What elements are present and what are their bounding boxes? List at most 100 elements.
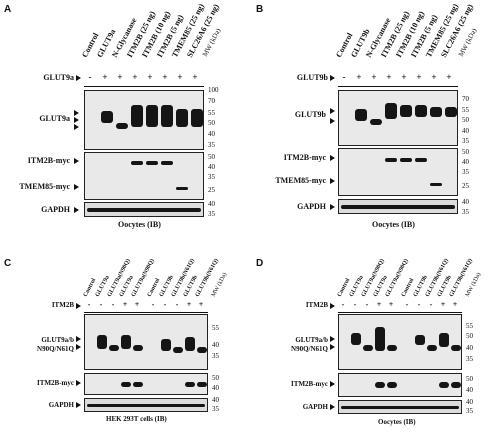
row-label: GLUT9a [39, 114, 70, 123]
blot-gapdh [84, 202, 204, 217]
band [375, 382, 385, 388]
mw-marker: 35 [212, 352, 219, 360]
band [97, 335, 107, 349]
mw-marker: 50 [212, 374, 219, 382]
treatment-sign: + [132, 72, 138, 82]
mw-marker: 40 [208, 200, 215, 208]
mw-marker: 55 [208, 109, 215, 117]
treatment-sign: + [416, 72, 422, 82]
band-arrow [74, 207, 79, 213]
treatment-sign: - [353, 300, 357, 309]
panel-a: A Control GLUT9a N-Glycanase ITM2B (25 n… [0, 0, 250, 230]
blot-itm2b-tmem85 [84, 152, 204, 200]
mw-marker: 35 [208, 141, 215, 149]
treatment-sign: + [388, 300, 394, 309]
band [430, 183, 442, 186]
mw-marker: 40 [466, 344, 473, 352]
band [161, 105, 173, 127]
mw-marker: 40 [462, 158, 469, 166]
row-label: ITM2B-myc [37, 379, 74, 387]
treatment-sign: + [186, 300, 192, 309]
treatment-sign: - [405, 300, 409, 309]
band-arrow [76, 402, 81, 408]
treatment-sign: - [88, 72, 92, 82]
mw-marker: 50 [208, 119, 215, 127]
band [161, 161, 173, 165]
treatment-sign: + [371, 72, 377, 82]
treatment-arrow [76, 75, 81, 81]
band [439, 382, 449, 388]
band [445, 107, 457, 117]
mw-marker: 40 [212, 396, 219, 404]
treatment-sign: + [401, 72, 407, 82]
band [415, 335, 425, 345]
band [197, 347, 207, 353]
band-arrow [74, 124, 79, 130]
mw-marker: 40 [466, 398, 473, 406]
mw-marker: 35 [462, 137, 469, 145]
blot-caption: HEK 293T cells (IB) [106, 415, 167, 423]
panel-label-d: D [256, 258, 264, 269]
treatment-sign: + [356, 72, 362, 82]
treatment-sign: + [102, 72, 108, 82]
blot-itm2b [338, 373, 462, 397]
mw-marker: 40 [466, 386, 473, 394]
treatment-sign: + [452, 300, 458, 309]
band [101, 111, 113, 123]
mw-marker: 50 [462, 148, 469, 156]
mw-marker: 35 [466, 355, 473, 363]
row-label: N90Q/N61Q [37, 345, 74, 353]
row-label: GAPDH [41, 205, 70, 214]
blot-gapdh [338, 400, 462, 414]
blot-itm2b-tmem85 [338, 148, 458, 196]
treatment-sign: - [429, 300, 433, 309]
band [385, 158, 397, 162]
band [161, 339, 171, 351]
band-arrow [330, 118, 335, 124]
band [375, 327, 385, 351]
mw-marker: 40 [212, 384, 219, 392]
mw-marker: 40 [462, 127, 469, 135]
treatment-sign: + [192, 72, 198, 82]
band [87, 208, 201, 212]
band-arrow [330, 336, 335, 342]
treatment-label: ITM2B [305, 301, 328, 309]
band-arrow [74, 158, 79, 164]
mw-marker: 35 [466, 407, 473, 415]
treatment-sign: - [365, 300, 369, 309]
treatment-sign: + [177, 72, 183, 82]
blot-caption: Oocytes (IB) [118, 220, 161, 229]
blot-gapdh [84, 398, 208, 412]
mw-marker: 70 [208, 97, 215, 105]
mw-marker: 25 [208, 186, 215, 194]
band [185, 382, 195, 387]
band [451, 345, 461, 351]
treatment-sign: - [99, 300, 103, 309]
row-label: GAPDH [48, 401, 74, 409]
treatment-sign: - [151, 300, 155, 309]
treatment-sign: + [446, 72, 452, 82]
treatment-sign: + [147, 72, 153, 82]
divider [84, 86, 204, 87]
band-arrow [330, 381, 335, 387]
band [191, 109, 203, 127]
mw-marker: 35 [208, 210, 215, 218]
blot-glut9ab [84, 314, 208, 370]
band [385, 103, 397, 119]
treatment-sign: - [341, 300, 345, 309]
row-label: N90Q/N61Q [291, 345, 328, 353]
treatment-sign: + [376, 300, 382, 309]
band-arrow [330, 155, 335, 161]
treatment-sign: + [122, 300, 128, 309]
treatment-sign: - [417, 300, 421, 309]
mw-marker: 50 [208, 153, 215, 161]
band-arrow [330, 178, 335, 184]
band [341, 406, 459, 409]
treatment-sign: - [342, 72, 346, 82]
treatment-label: GLUT9a [43, 73, 74, 82]
row-label: ITM2B-myc [27, 156, 70, 165]
mw-marker: 55 [462, 106, 469, 114]
treatment-sign: + [198, 300, 204, 309]
row-label: TMEM85-myc [275, 176, 326, 185]
row-label: GLUT9b [294, 110, 326, 119]
